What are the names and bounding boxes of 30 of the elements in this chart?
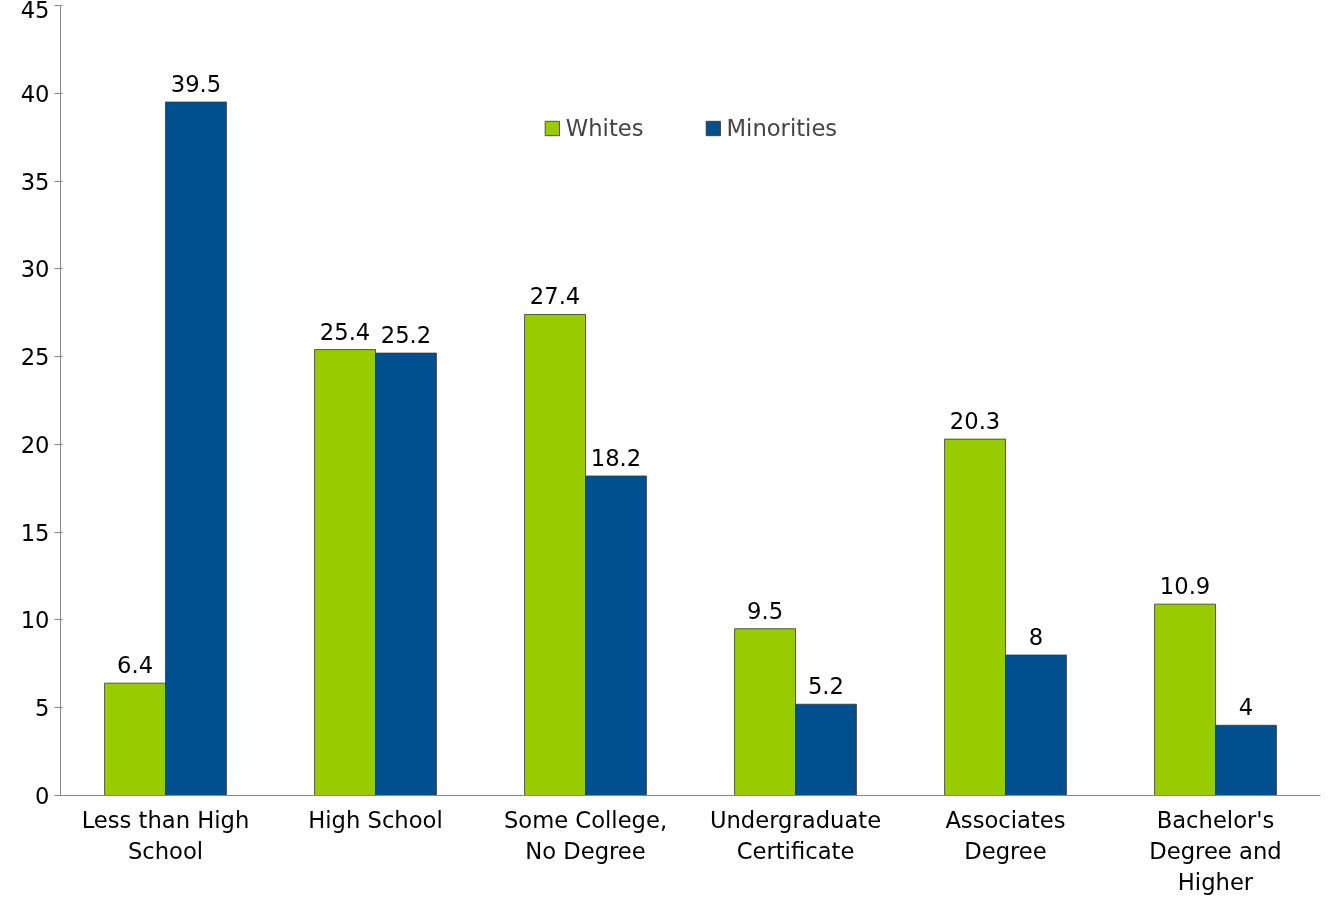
- data-label: 10.9: [1159, 573, 1211, 600]
- data-label: 18.2: [590, 444, 642, 471]
- y-tick-label: 45: [20, 0, 50, 23]
- x-tick-label: Less than High School: [81, 806, 250, 864]
- x-tick-label: Undergraduate Certificate: [709, 806, 882, 864]
- y-tick-label: 15: [20, 519, 50, 546]
- data-label: 8: [1028, 624, 1044, 651]
- data-label: 20.3: [949, 408, 1001, 435]
- data-label: 39.5: [170, 71, 222, 98]
- y-tick-label: 0: [35, 783, 50, 809]
- y-tick-label: 10: [20, 607, 50, 634]
- data-label: 5.2: [807, 673, 844, 700]
- x-tick-label: High School: [308, 806, 443, 833]
- y-tick-label: 5: [35, 695, 50, 722]
- y-tick-label: 40: [20, 80, 50, 107]
- data-label: 27.4: [529, 283, 581, 310]
- x-tick-label: Associates Degree: [945, 806, 1066, 864]
- legend-label: Whites: [565, 115, 644, 141]
- legend-label: Minorities: [726, 115, 838, 141]
- data-label: 6.4: [117, 652, 154, 679]
- data-label: 25.4: [319, 318, 371, 345]
- x-tick-label: Bachelor's Degree and Higher: [1149, 806, 1282, 895]
- data-label: 25.2: [380, 322, 432, 349]
- data-label: 9.5: [747, 597, 784, 624]
- y-tick-label: 20: [20, 431, 50, 458]
- data-label: 4: [1238, 694, 1254, 721]
- y-tick-label: 35: [20, 168, 50, 195]
- x-tick-label: Some College, No Degree: [503, 806, 668, 864]
- y-tick-label: 25: [20, 344, 50, 371]
- y-tick-label: 30: [20, 256, 50, 283]
